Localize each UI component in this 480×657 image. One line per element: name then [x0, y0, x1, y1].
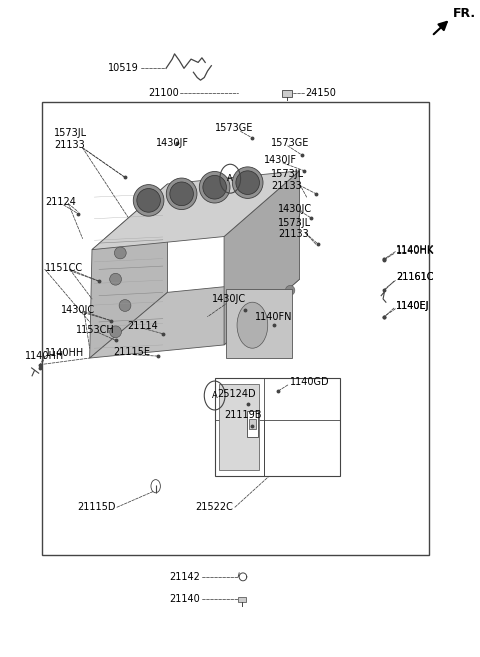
Ellipse shape — [133, 185, 164, 216]
Text: A: A — [228, 174, 233, 183]
Text: 24150: 24150 — [306, 88, 336, 99]
Bar — [247, 411, 258, 437]
Ellipse shape — [137, 189, 160, 212]
Bar — [249, 419, 256, 429]
Text: 21114: 21114 — [127, 321, 158, 331]
Ellipse shape — [286, 285, 295, 296]
Polygon shape — [92, 171, 300, 250]
Text: 1430JF: 1430JF — [264, 155, 297, 166]
Text: 1153CH: 1153CH — [75, 325, 114, 335]
Ellipse shape — [274, 292, 283, 302]
Text: 21124: 21124 — [45, 197, 76, 208]
Text: 1140HH: 1140HH — [45, 348, 84, 359]
Text: 21161C: 21161C — [396, 272, 434, 283]
Ellipse shape — [114, 247, 126, 259]
Text: 25124D: 25124D — [217, 389, 256, 399]
Text: A: A — [212, 391, 217, 400]
Ellipse shape — [257, 301, 266, 311]
Bar — [227, 289, 292, 358]
Text: 1140EJ: 1140EJ — [396, 300, 430, 311]
Text: 1430JF: 1430JF — [156, 138, 189, 148]
Text: 10519: 10519 — [108, 62, 139, 73]
Text: 1140HK: 1140HK — [396, 246, 434, 256]
Text: 1140HK: 1140HK — [396, 244, 434, 255]
Text: 1573GE: 1573GE — [271, 138, 310, 148]
Text: 21522C: 21522C — [196, 502, 233, 512]
Polygon shape — [224, 171, 300, 345]
Bar — [238, 597, 246, 602]
Text: FR.: FR. — [453, 7, 476, 20]
Text: 1430JC: 1430JC — [61, 305, 96, 315]
Text: 21142: 21142 — [169, 572, 201, 582]
Text: 1573JL
21133: 1573JL 21133 — [271, 170, 304, 191]
Text: 21119B: 21119B — [224, 410, 262, 420]
Ellipse shape — [110, 326, 121, 338]
Ellipse shape — [166, 178, 197, 210]
Text: 1573GE: 1573GE — [215, 123, 253, 133]
Ellipse shape — [199, 171, 230, 203]
Ellipse shape — [236, 171, 260, 194]
Text: 1151CC: 1151CC — [45, 263, 84, 273]
Text: 1140GD: 1140GD — [290, 377, 330, 388]
Text: 1140FN: 1140FN — [255, 311, 292, 322]
Ellipse shape — [232, 167, 263, 198]
Ellipse shape — [170, 182, 193, 206]
Ellipse shape — [203, 175, 227, 199]
Text: 21140: 21140 — [170, 594, 201, 604]
Bar — [219, 384, 260, 470]
Text: 21115E: 21115E — [113, 347, 150, 357]
Ellipse shape — [240, 311, 250, 321]
Ellipse shape — [110, 273, 121, 285]
Polygon shape — [90, 279, 300, 358]
Text: 21115D: 21115D — [77, 502, 116, 512]
Text: 1140HH: 1140HH — [25, 351, 64, 361]
Polygon shape — [90, 184, 168, 358]
Text: 21161C: 21161C — [396, 272, 434, 283]
Text: 1140EJ: 1140EJ — [396, 300, 430, 311]
Text: 1430JC: 1430JC — [278, 204, 312, 214]
Text: 1573JL
21133: 1573JL 21133 — [54, 129, 87, 150]
Text: 1573JL
21133: 1573JL 21133 — [278, 218, 312, 239]
Bar — [215, 378, 340, 476]
Ellipse shape — [237, 302, 268, 348]
Text: 21100: 21100 — [148, 88, 179, 99]
Ellipse shape — [119, 300, 131, 311]
Bar — [42, 102, 429, 555]
Text: 1430JC: 1430JC — [212, 294, 246, 304]
Bar — [282, 90, 291, 97]
